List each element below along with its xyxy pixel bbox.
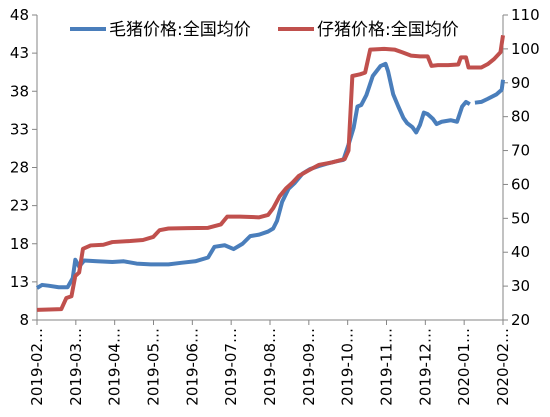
x-tick-label: 2019-04…	[106, 328, 124, 406]
x-tick-label: 2019-06…	[183, 328, 201, 406]
right-tick-label: 20	[511, 311, 530, 329]
right-tick-label: 80	[511, 108, 530, 126]
right-tick-label: 30	[511, 277, 530, 295]
left-tick-label: 38	[10, 82, 29, 100]
left-tick-label: 8	[19, 311, 29, 329]
left-tick-label: 33	[10, 120, 29, 138]
series-line-2	[36, 35, 505, 312]
legend-label-1: 毛猪价格:全国均价	[109, 20, 251, 40]
right-tick-label: 60	[511, 175, 530, 193]
right-tick-label: 40	[511, 243, 530, 261]
x-tick-label: 2019-07…	[222, 328, 240, 406]
x-tick-label: 2019-03…	[67, 328, 85, 406]
left-tick-label: 13	[10, 273, 29, 291]
left-tick-label: 48	[10, 6, 29, 24]
legend: 毛猪价格:全国均价 仔猪价格:全国均价	[70, 20, 459, 40]
right-tick-label: 100	[511, 40, 540, 58]
x-tick-label: 2019-05…	[145, 328, 163, 406]
left-tick-label: 23	[10, 197, 29, 215]
left-tick-label: 43	[10, 44, 29, 62]
x-tick-label: 2019-08…	[261, 328, 279, 406]
right-tick-label: 90	[511, 74, 530, 92]
legend-label-2: 仔猪价格:全国均价	[317, 20, 459, 40]
x-tick-label: 2020-01…	[455, 328, 473, 406]
x-tick-label: 2019-02…	[28, 328, 46, 406]
right-tick-label: 50	[511, 209, 530, 227]
series-line-1	[35, 61, 505, 290]
x-tick-label: 2019-12…	[416, 328, 434, 406]
right-tick-label: 70	[511, 142, 530, 160]
x-tick-label: 2020-02…	[494, 328, 512, 406]
right-tick-label: 110	[511, 6, 540, 24]
x-tick-label: 2019-11…	[378, 328, 396, 406]
left-tick-label: 18	[10, 235, 29, 253]
x-tick-label: 2019-10…	[339, 328, 357, 406]
x-tick-label: 2019-09…	[300, 328, 318, 406]
left-tick-label: 28	[10, 159, 29, 177]
